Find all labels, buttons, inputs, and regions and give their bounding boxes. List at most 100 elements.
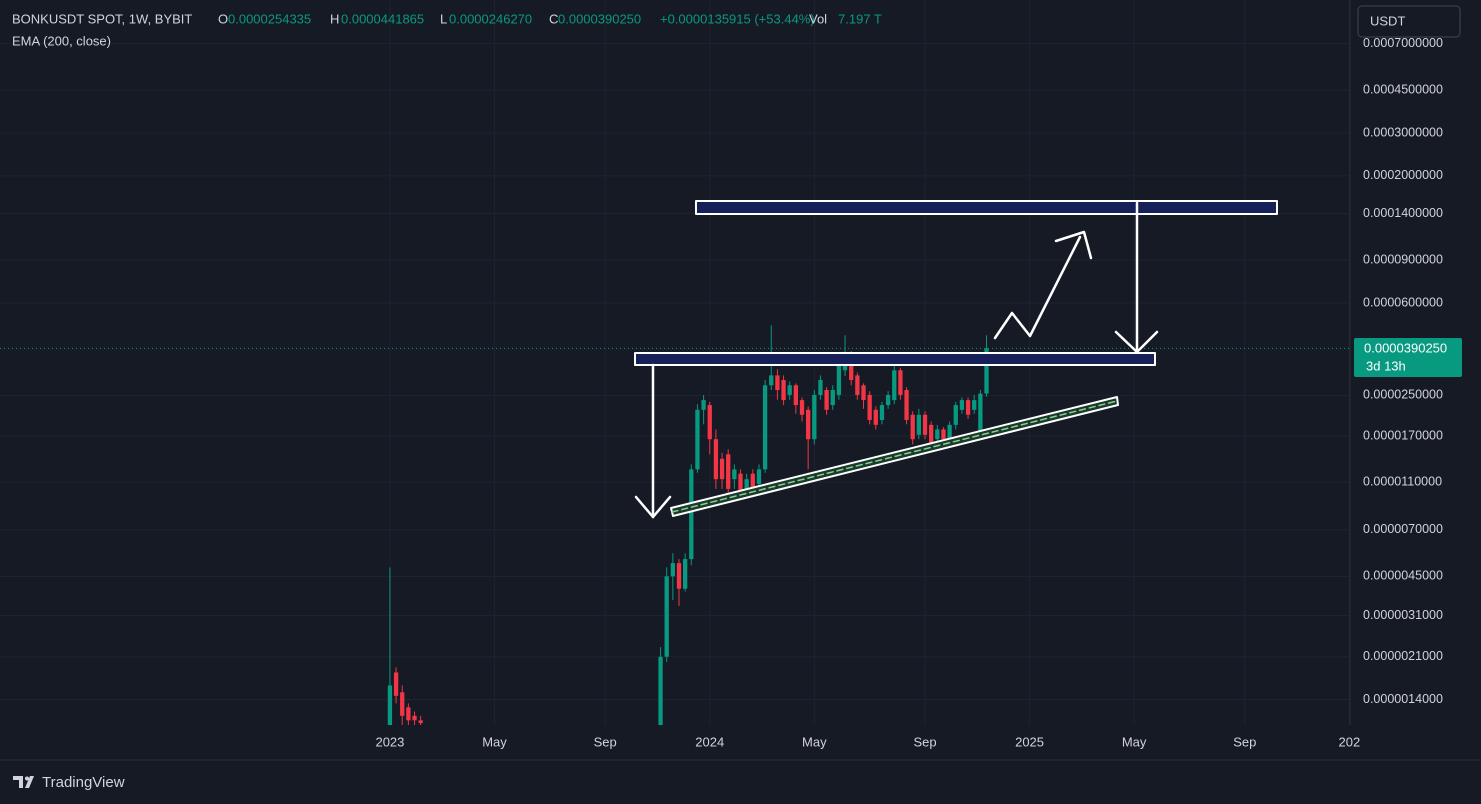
candle-body [719, 458, 725, 480]
x-tick-label: 2024 [695, 734, 724, 749]
candle-body [879, 405, 885, 420]
indicator: EMA (200, close) [12, 33, 111, 48]
close-value: 0.0000390250 [558, 11, 641, 26]
candle-body [929, 424, 934, 445]
projection-path [993, 235, 1082, 340]
currency[interactable]: USDT [1370, 13, 1405, 28]
high-label: H [330, 11, 339, 26]
candle-body [873, 409, 878, 425]
candle-body [806, 409, 811, 440]
y-tick-label: 0.0000600000 [1363, 295, 1443, 309]
candle-body [670, 563, 675, 577]
x-tick-label: May [1122, 734, 1147, 749]
high-value: 0.0000441865 [341, 11, 424, 26]
close-label: C [549, 11, 558, 26]
trend-midline [671, 400, 1118, 513]
candle-body [910, 414, 915, 440]
candle-body [972, 400, 977, 410]
y-tick-label: 0.0000250000 [1363, 388, 1443, 402]
candle-body [387, 685, 393, 725]
x-tick-label: 2023 [375, 734, 404, 749]
candle-body [836, 365, 842, 395]
candle-body [676, 563, 682, 589]
candle-body [922, 414, 928, 435]
candle-body [849, 355, 854, 381]
candle-body [935, 429, 940, 440]
candle-body [658, 656, 663, 725]
candle-body [916, 414, 922, 435]
brand-logo-dot [25, 776, 29, 781]
candle-body [406, 707, 411, 721]
candle-body [904, 389, 909, 420]
candle-body [418, 720, 423, 724]
candle-body [775, 375, 780, 390]
breakout-zone [634, 352, 1156, 366]
y-tick-label: 0.0000014000 [1363, 692, 1443, 706]
candle-body [762, 385, 768, 470]
candle-body [707, 405, 712, 440]
volume-value: 7.197 T [838, 11, 882, 26]
candle-body [393, 672, 399, 696]
candle-body [738, 473, 743, 495]
candle-body [682, 559, 688, 589]
price-scale: 0.0007000000 0.0004500000 0.0003000000 0.00… [1363, 36, 1443, 706]
button-frame[interactable] [1357, 5, 1461, 38]
candle-body [701, 400, 706, 410]
y-tick-label: 0.0007000000 [1363, 36, 1443, 50]
candle-body [867, 394, 872, 420]
price-tag: 0.0000390250 3d 13h [1354, 338, 1462, 377]
candle-body [787, 385, 792, 395]
drawings [634, 200, 1278, 519]
candle-body [959, 400, 965, 410]
symbol: BONKUSDT SPOT, 1W, BYBIT [12, 11, 192, 26]
y-tick-label: 0.0000031000 [1363, 608, 1443, 622]
brand-name: TradingView [42, 774, 125, 791]
y-tick-label: 0.0000070000 [1363, 522, 1443, 536]
x-tick-label: May [802, 734, 827, 749]
candle-body [892, 370, 897, 401]
candle-body [855, 375, 860, 395]
low-label: L [440, 11, 447, 26]
candle-body [750, 473, 755, 489]
last-price: 0.0000390250 [1364, 340, 1447, 355]
candle-body [947, 424, 952, 440]
y-tick-label: 0.0000170000 [1363, 428, 1443, 442]
candle-body [756, 469, 762, 484]
x-tick-label: Sep [594, 734, 617, 749]
candle-body [400, 692, 405, 716]
candle-body [744, 479, 749, 489]
change: +0.0000135915 (+53.44%) [660, 11, 815, 26]
y-tick-label: 0.0000021000 [1363, 649, 1443, 663]
candle-body [898, 370, 903, 395]
open-value: 0.0000254335 [228, 11, 311, 26]
time-scale: 2023 May Sep 2024 May Sep 2025 May Sep 202 [375, 734, 1360, 749]
candle-body [689, 469, 694, 560]
arrow-head [634, 495, 672, 519]
currency-button[interactable]: USDT [1357, 5, 1461, 38]
price-tag-box [1354, 338, 1462, 377]
y-tick-label: 0.0000900000 [1363, 252, 1443, 266]
candle-body [941, 429, 946, 440]
candle-body [984, 348, 989, 394]
candle-body [732, 469, 737, 480]
y-tick-label: 0.0001400000 [1363, 206, 1443, 220]
candle-body [695, 409, 700, 470]
x-tick-label: 202 [1339, 734, 1361, 749]
y-tick-label: 0.0003000000 [1363, 125, 1443, 139]
candle-body [965, 400, 971, 415]
candle-body [978, 393, 983, 433]
candle-body [412, 715, 417, 721]
open-label: O [218, 11, 228, 26]
candle-body [953, 405, 958, 425]
y-tick-label: 0.0004500000 [1363, 83, 1443, 97]
brand: TradingView [13, 774, 125, 791]
candle-body [824, 389, 829, 410]
x-tick-label: Sep [913, 734, 936, 749]
arrow-head [1054, 230, 1093, 260]
candle-body [664, 576, 669, 657]
grid [0, 0, 1350, 725]
x-tick-label: 2025 [1015, 734, 1044, 749]
candle-body [818, 380, 823, 395]
